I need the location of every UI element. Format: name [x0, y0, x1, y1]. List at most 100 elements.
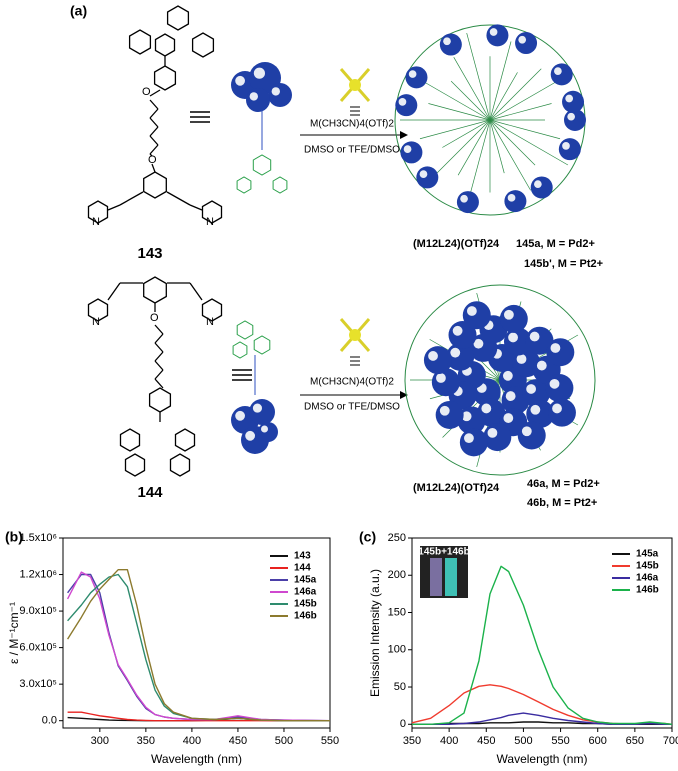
atom-sphere	[562, 142, 570, 150]
legend-label: 146b	[294, 611, 317, 622]
bond	[489, 68, 542, 121]
y-tick-label: 9.0x10⁵	[19, 605, 57, 617]
bond	[442, 119, 491, 148]
atom-label: O	[148, 154, 157, 166]
atom-sphere	[436, 373, 446, 383]
bond	[489, 119, 531, 191]
atom-sphere	[261, 425, 268, 433]
reagent: M(CH3CN)4(OTf)2	[310, 377, 394, 388]
atom-sphere	[439, 33, 462, 56]
atom-sphere	[461, 411, 472, 422]
bond	[107, 204, 121, 211]
bond	[489, 119, 505, 174]
atom-sphere	[249, 399, 275, 425]
x-tick-label: 650	[626, 735, 644, 747]
atom-sphere	[518, 35, 527, 44]
ring	[166, 5, 190, 31]
ring	[236, 176, 252, 194]
atom-sphere	[246, 88, 270, 112]
atom-sphere	[258, 422, 278, 442]
atom-sphere	[416, 166, 439, 189]
cage-formula: (M12L24)(OTf)24	[413, 238, 500, 250]
atom-sphere	[534, 180, 542, 189]
atom-sphere	[462, 301, 491, 330]
legend-label: 145a	[636, 549, 659, 560]
bond	[119, 191, 144, 206]
solvent: DMSO or TFE/DMSO	[304, 145, 400, 156]
bond	[149, 135, 159, 146]
ring	[232, 341, 248, 359]
ring	[253, 335, 271, 355]
series-line	[67, 711, 330, 722]
y-tick-label: 0	[400, 718, 406, 730]
atom-sphere	[554, 67, 562, 75]
atom-sphere	[408, 70, 417, 78]
atom-sphere	[562, 90, 585, 113]
atom-sphere	[481, 403, 492, 414]
solvent: DMSO or TFE/DMSO	[304, 402, 400, 413]
bond	[149, 126, 159, 137]
atom-sphere	[252, 403, 262, 413]
atom-sphere	[558, 138, 581, 161]
inset-photo	[420, 546, 468, 598]
ring	[119, 428, 141, 452]
atom-sphere	[549, 378, 560, 389]
bond	[154, 333, 164, 344]
cage-formula: (M12L24)(OTf)24	[413, 482, 500, 494]
atom-sphere	[536, 360, 547, 371]
y-tick-label: 250	[388, 532, 406, 544]
atom-label: N	[92, 316, 100, 328]
x-tick-label: 600	[589, 735, 607, 747]
bond	[149, 89, 161, 97]
atom-sphere	[545, 374, 574, 403]
atom-sphere	[460, 194, 468, 203]
y-tick-label: 0.0	[42, 715, 57, 727]
atom-sphere	[526, 384, 537, 394]
legend-label: 145b	[636, 561, 659, 572]
ring	[153, 65, 177, 91]
bond	[107, 282, 121, 301]
ring	[148, 387, 172, 413]
atom-sphere	[565, 94, 574, 103]
compound-label: 143	[137, 245, 162, 262]
ring	[128, 29, 152, 55]
plot-frame	[62, 537, 331, 729]
atom-sphere	[456, 191, 479, 214]
series-line	[66, 571, 331, 722]
ring	[169, 453, 191, 477]
bond	[149, 99, 159, 110]
atom-sphere	[395, 94, 418, 117]
ring	[143, 276, 167, 304]
bond	[189, 204, 203, 211]
atom-sphere	[245, 430, 256, 441]
atom-sphere	[517, 421, 546, 450]
bond	[154, 342, 164, 353]
atom-sphere	[489, 28, 498, 36]
ring	[272, 176, 288, 194]
legend-label: 146b	[636, 585, 659, 596]
atom-sphere	[459, 428, 488, 457]
y-axis-label: Emission Intensity (a.u.)	[368, 569, 382, 697]
atom-sphere	[530, 404, 541, 415]
x-tick-label: 350	[137, 735, 155, 747]
x-tick-label: 450	[477, 735, 495, 747]
inset-vial	[445, 558, 457, 596]
series-line	[412, 565, 673, 725]
bond	[154, 378, 164, 389]
legend-label: 143	[294, 551, 311, 562]
atom-label: O	[150, 312, 159, 324]
bond	[489, 119, 569, 166]
series-line	[412, 712, 672, 725]
bond	[432, 119, 491, 178]
atom-sphere	[502, 370, 513, 381]
ring	[87, 200, 109, 224]
atom-sphere	[268, 83, 292, 107]
bond	[489, 72, 518, 121]
cage-label: 145a, M = Pd2+	[516, 238, 595, 250]
atom-sphere	[400, 141, 423, 164]
bond	[428, 103, 491, 121]
x-tick-label: 500	[514, 735, 532, 747]
x-tick-label: 450	[229, 735, 247, 747]
scheme-drawing	[87, 5, 596, 477]
